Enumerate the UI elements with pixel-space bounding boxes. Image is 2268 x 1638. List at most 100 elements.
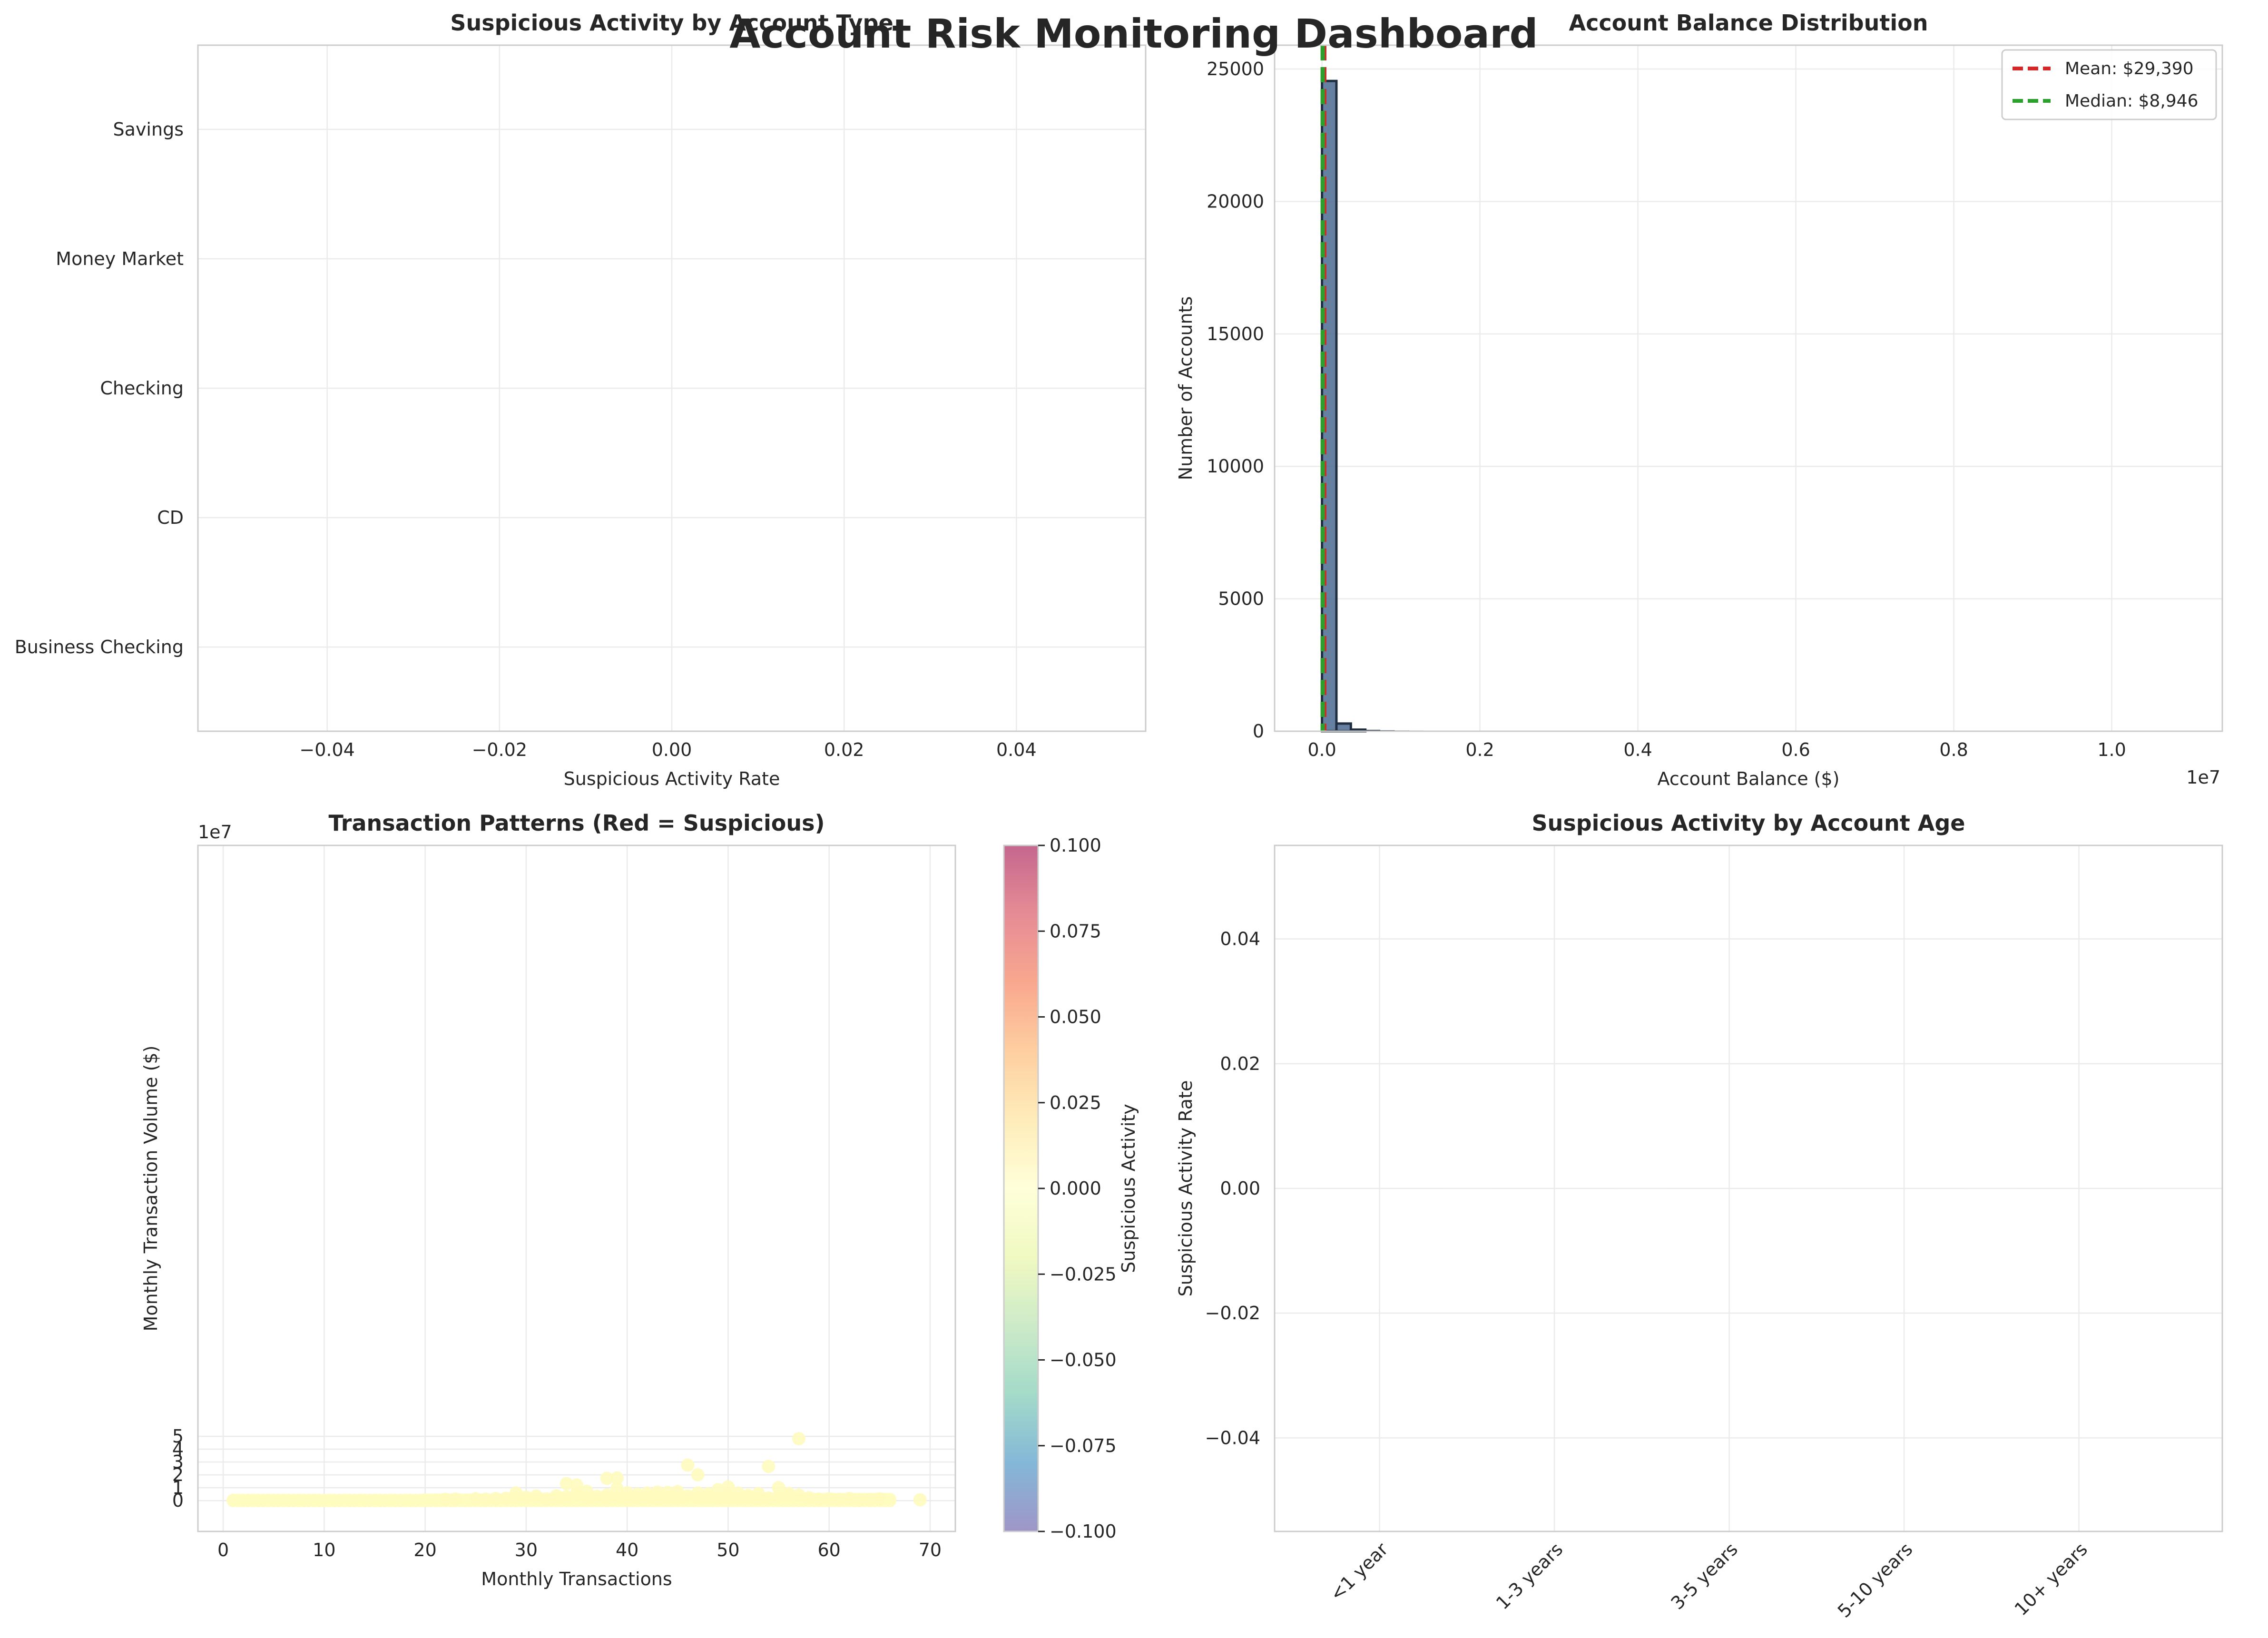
scatter-point bbox=[509, 1491, 523, 1504]
panel-account-type-frame bbox=[197, 44, 1147, 732]
panel-balance-ticks: 0.0 0.2 0.4 0.6 0.8 1.0 0 5000 10000 15000 20000 25… bbox=[1207, 59, 2126, 760]
scatter-point bbox=[873, 1492, 886, 1506]
colorbar-label: Suspicious Activity bbox=[1118, 1104, 1139, 1273]
panel-account-type-title: Suspicious Activity by Account Type bbox=[450, 10, 893, 36]
colorbar-tick-label: 0.100 bbox=[1050, 835, 1101, 856]
scatter-point bbox=[782, 1489, 795, 1502]
scatter-point bbox=[762, 1491, 776, 1505]
colorbar-gradient bbox=[1003, 844, 1039, 1532]
bar bbox=[1843, 1188, 1965, 1189]
x-tick-label: 0 bbox=[217, 1540, 229, 1560]
panel-account-age-ticks: 0.04 0.02 0.00 −0.02 −0.04 <1 year 1-3 years 3-… bbox=[1205, 929, 2091, 1622]
scatter-point bbox=[802, 1491, 816, 1505]
x-tick-label: 0.4 bbox=[1623, 739, 1652, 760]
bar bbox=[1493, 1188, 1616, 1189]
x-tick-label: 0.8 bbox=[1939, 739, 1968, 760]
y-tick-label: 10000 bbox=[1207, 456, 1264, 477]
x-tick-label: 40 bbox=[616, 1540, 638, 1560]
colorbar-tick-label: −0.050 bbox=[1050, 1350, 1117, 1371]
panel-balance-legend: Mean: $29,390 Median: $8,946 bbox=[2001, 49, 2217, 120]
scatter-point bbox=[721, 1491, 735, 1504]
scatter-point bbox=[469, 1492, 482, 1506]
scatter-point bbox=[681, 1489, 695, 1503]
scatter-point bbox=[479, 1492, 492, 1506]
y-tick-label: 0 bbox=[172, 1490, 184, 1511]
scatter-point bbox=[650, 1491, 664, 1505]
scatter-point bbox=[519, 1491, 533, 1504]
panel-account-age-frame bbox=[1274, 844, 2223, 1532]
scatter-point bbox=[620, 1491, 634, 1504]
panel-balance-x-offset: 1e7 bbox=[2186, 767, 2220, 788]
histogram-bar bbox=[1335, 722, 1352, 733]
y-tick-label: 5 bbox=[172, 1426, 184, 1447]
x-tick-label: 1.0 bbox=[2097, 739, 2126, 760]
scatter-point bbox=[772, 1490, 785, 1503]
scatter-point bbox=[741, 1490, 755, 1504]
scatter-point bbox=[701, 1490, 715, 1504]
legend-median-label: Median: $8,946 bbox=[2065, 91, 2198, 111]
legend-mean-label: Mean: $29,390 bbox=[2065, 59, 2194, 78]
scatter-point bbox=[843, 1491, 856, 1505]
x-tick-label: −0.04 bbox=[299, 739, 354, 760]
scatter-point bbox=[570, 1488, 583, 1501]
scatter-point bbox=[731, 1491, 745, 1505]
category-label: 3-5 years bbox=[1667, 1539, 1741, 1613]
panel-transaction-grid bbox=[198, 845, 955, 1531]
category-label: 10+ years bbox=[2011, 1539, 2091, 1619]
colorbar-tick-label: 0.075 bbox=[1050, 921, 1101, 942]
category-label: Savings bbox=[113, 119, 184, 140]
colorbar-tick-label: 0.050 bbox=[1050, 1007, 1101, 1028]
panel-balance-xlabel: Account Balance ($) bbox=[1658, 768, 1840, 789]
scatter-point bbox=[812, 1492, 826, 1506]
panel-account-type-grid bbox=[198, 45, 1146, 731]
y-tick-label: 2 bbox=[172, 1464, 184, 1485]
scatter-point bbox=[449, 1492, 462, 1506]
panel-transaction-y-offset: 1e7 bbox=[198, 822, 232, 843]
colorbar-tick-label: 0.000 bbox=[1050, 1178, 1101, 1199]
y-tick-label: 15000 bbox=[1207, 324, 1264, 344]
x-tick-label: 0.2 bbox=[1465, 739, 1494, 760]
x-tick-label: −0.02 bbox=[472, 739, 527, 760]
y-tick-label: −0.04 bbox=[1205, 1427, 1260, 1448]
category-label: Checking bbox=[100, 378, 184, 399]
y-tick-label: 5000 bbox=[1218, 589, 1264, 609]
x-tick-label: 0.6 bbox=[1781, 739, 1810, 760]
scatter-point bbox=[540, 1492, 553, 1506]
scatter-point bbox=[550, 1492, 563, 1506]
x-tick-label: 30 bbox=[515, 1540, 538, 1560]
scatter-point bbox=[489, 1491, 503, 1505]
panel-balance-histogram-bars bbox=[1321, 79, 2190, 733]
panel-transaction-title: Transaction Patterns (Red = Suspicious) bbox=[328, 810, 825, 836]
scatter-point bbox=[832, 1492, 846, 1506]
bar bbox=[1318, 1188, 1441, 1189]
scatter-point bbox=[711, 1491, 725, 1505]
x-tick-label: 60 bbox=[817, 1540, 840, 1560]
panel-account-type-ticks: −0.04 −0.02 0.00 0.02 0.04 Savings Money Marke… bbox=[15, 119, 1037, 760]
panel-balance-ylabel: Number of Accounts bbox=[1175, 296, 1196, 481]
scatter-point bbox=[439, 1492, 452, 1506]
y-tick-label: 3 bbox=[172, 1452, 184, 1472]
scatter-point bbox=[822, 1492, 836, 1506]
y-tick-label: 4 bbox=[172, 1439, 184, 1460]
y-tick-label: −0.02 bbox=[1205, 1303, 1260, 1324]
panel-account-age-title: Suspicious Activity by Account Age bbox=[1532, 810, 1965, 836]
x-tick-label: 0.04 bbox=[996, 739, 1037, 760]
legend-box bbox=[2001, 49, 2217, 120]
panel-transaction-points bbox=[226, 1432, 927, 1508]
scatter-point bbox=[752, 1491, 766, 1505]
scatter-point bbox=[681, 1458, 695, 1472]
scatter-point bbox=[560, 1477, 573, 1491]
scatter-point bbox=[792, 1488, 805, 1502]
scatter-point bbox=[671, 1491, 685, 1505]
x-tick-label: 0.00 bbox=[652, 739, 692, 760]
x-tick-label: 0.02 bbox=[824, 739, 864, 760]
dashboard-title: Account Risk Monitoring Dashboard bbox=[729, 10, 1538, 57]
colorbar-tick-label: −0.100 bbox=[1050, 1521, 1117, 1542]
scatter-point bbox=[630, 1491, 644, 1505]
scatter-point bbox=[610, 1489, 624, 1503]
scatter-point bbox=[792, 1432, 805, 1446]
panel-transaction-xlabel: Monthly Transactions bbox=[481, 1569, 672, 1589]
colorbar-tick-label: 0.025 bbox=[1050, 1092, 1101, 1113]
scatter-point bbox=[863, 1493, 876, 1507]
y-tick-label: 0.04 bbox=[1220, 929, 1260, 950]
